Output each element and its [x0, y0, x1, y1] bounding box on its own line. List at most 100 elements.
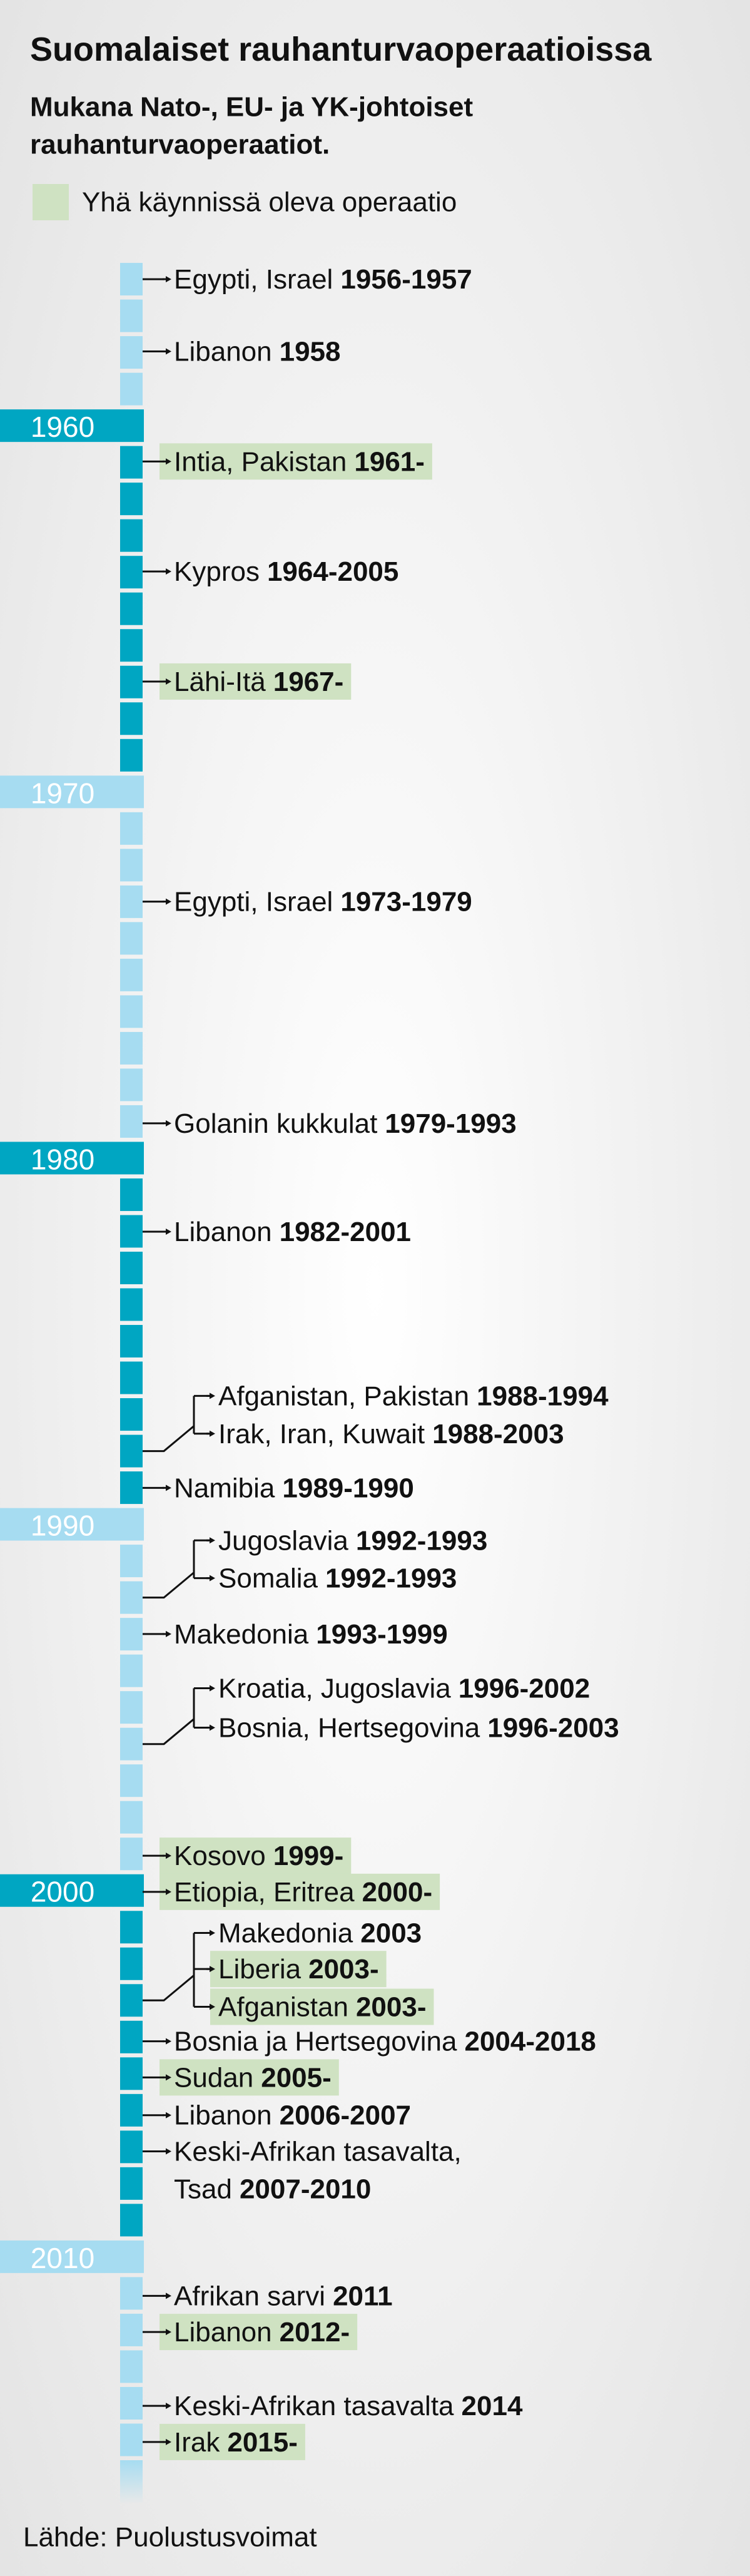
- operation-name: Kosovo: [174, 1841, 266, 1871]
- timeline-cell: [120, 2020, 143, 2053]
- timeline-cell: [120, 1288, 143, 1321]
- timeline-cell: [120, 2423, 143, 2456]
- operation-years: 1958: [280, 336, 341, 367]
- arrowhead: [166, 2329, 171, 2336]
- decade-band: [0, 1142, 144, 1175]
- operation-years: 2000-: [362, 1876, 433, 1907]
- operation-years: 1996-2003: [487, 1712, 619, 1743]
- subtitle: Mukana Nato-, EU- ja YK-johtoiset: [30, 92, 473, 123]
- timeline-cell: [120, 995, 143, 1028]
- timeline-cell: [120, 2204, 143, 2237]
- timeline-cell: [120, 1837, 143, 1871]
- operation-years: 2014: [462, 2391, 523, 2421]
- operation-years: 1961-: [354, 446, 425, 477]
- arrowhead: [166, 2438, 171, 2445]
- operation-years: 1964-2005: [267, 556, 398, 587]
- timeline-cell: [120, 1361, 143, 1394]
- operation-label: Liberia 2003-: [218, 1954, 379, 1985]
- timeline-cell: [120, 1618, 143, 1651]
- operation-label: Makedonia 1993-1999: [174, 1618, 448, 1649]
- operation-label: Afganistan 2003-: [218, 1991, 426, 2022]
- operation-years: 1973-1979: [340, 886, 472, 917]
- timeline-cell: [120, 1068, 143, 1101]
- timeline-cell: [120, 519, 143, 552]
- arrowhead: [166, 348, 171, 355]
- arrowhead: [166, 678, 171, 685]
- bracket: [143, 1975, 195, 2001]
- arrowhead: [210, 1575, 215, 1582]
- operation-name: Lähi-Itä: [174, 666, 266, 697]
- operation-name: Golanin kukkulat: [174, 1108, 377, 1138]
- operation-name: Egypti, Israel: [174, 886, 333, 917]
- operation-name: Bosnia ja Hertsegovina: [174, 2026, 457, 2057]
- arrowhead: [210, 2003, 215, 2010]
- operation-label: Afganistan, Pakistan 1988-1994: [218, 1381, 609, 1411]
- operation-label: Irak 2015-: [174, 2426, 298, 2457]
- timeline-cell: [120, 1398, 143, 1431]
- decade-band: [0, 1508, 144, 1541]
- operation-years: 1992-1993: [356, 1525, 487, 1556]
- timeline-cell: [120, 2093, 143, 2127]
- operation-years: 1993-1999: [316, 1618, 447, 1649]
- operation-name: Egypti, Israel: [174, 264, 333, 295]
- ongoing-highlight: [160, 2314, 358, 2351]
- timeline-cell: [120, 1105, 143, 1138]
- operation-label: Keski-Afrikan tasavalta,: [174, 2136, 462, 2167]
- timeline-cell: [120, 1215, 143, 1248]
- operation-label: Intia, Pakistan 1961-: [174, 446, 425, 477]
- operation-label: Lähi-Itä 1967-: [174, 666, 343, 697]
- operation-label: Sudan 2005-: [174, 2062, 332, 2093]
- ongoing-highlight: [210, 1951, 387, 1988]
- timeline-cell: [120, 1325, 143, 1358]
- operation-label: Tsad 2007-2010: [174, 2174, 371, 2204]
- title: Suomalaiset rauhanturvaoperaatioissa: [30, 31, 652, 68]
- legend-label: Yhä käynnissä oleva operaatio: [82, 187, 457, 218]
- operation-label: Kypros 1964-2005: [174, 556, 398, 587]
- operation-label: Irak, Iran, Kuwait 1988-2003: [218, 1418, 564, 1449]
- timeline-cell: [120, 1178, 143, 1211]
- timeline-cell: [120, 1984, 143, 2017]
- timeline-cell: [120, 849, 143, 882]
- operation-label: Makedonia 2003: [218, 1918, 422, 1948]
- timeline-cell: [120, 483, 143, 516]
- timeline-cell: [120, 1727, 143, 1761]
- timeline-cell: [120, 1691, 143, 1724]
- timeline-cell: [120, 1545, 143, 1578]
- timeline-cell: [120, 885, 143, 918]
- bracket: [143, 1425, 195, 1453]
- timeline-cell: [120, 739, 143, 772]
- timeline-cell: [120, 2313, 143, 2346]
- operation-name: Irak, Iran, Kuwait: [218, 1418, 425, 1449]
- arrowhead: [166, 2038, 171, 2045]
- arrowhead: [166, 2403, 171, 2410]
- operation-label: Libanon 1982-2001: [174, 1217, 411, 1247]
- operation-name: Kypros: [174, 556, 260, 587]
- operation-name: Keski-Afrikan tasavalta,: [174, 2136, 462, 2167]
- timeline-cell: [120, 922, 143, 955]
- operation-label: Jugoslavia 1992-1993: [218, 1525, 487, 1556]
- timeline-cell: [120, 702, 143, 735]
- timeline-cell: [120, 1031, 143, 1065]
- operation-label: Golanin kukkulat 1979-1993: [174, 1108, 517, 1138]
- decade-band: [0, 2240, 144, 2273]
- arrowhead: [210, 1724, 215, 1731]
- operation-years: 2004-2018: [464, 2026, 595, 2057]
- arrowhead: [166, 1630, 171, 1637]
- timeline-cell: [120, 2386, 143, 2420]
- decade-label: 1970: [31, 777, 94, 809]
- operation-years: 2003-: [308, 1954, 379, 1985]
- timeline-cell: [120, 665, 143, 698]
- timeline-cell: [120, 2350, 143, 2383]
- arrowhead: [166, 2292, 171, 2299]
- timeline-cell: [120, 1654, 143, 1687]
- arrowhead: [210, 1966, 215, 1973]
- operation-name: Makedonia: [218, 1918, 353, 1948]
- operation-name: Intia, Pakistan: [174, 446, 347, 477]
- timeline-cell: [120, 336, 143, 369]
- operation-label: Libanon 2012-: [174, 2317, 350, 2348]
- timeline-cell: [120, 372, 143, 406]
- timeline-cell: [120, 2057, 143, 2090]
- operation-name: Afrikan sarvi: [174, 2281, 325, 2311]
